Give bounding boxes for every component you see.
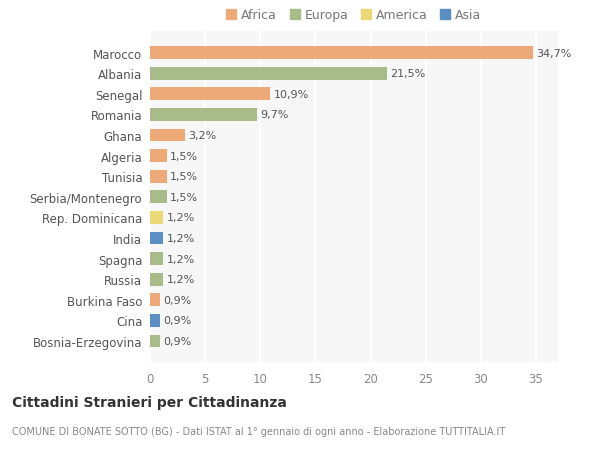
Legend: Africa, Europa, America, Asia: Africa, Europa, America, Asia xyxy=(223,6,485,26)
Bar xyxy=(150,170,167,183)
Text: 1,2%: 1,2% xyxy=(167,213,195,223)
Text: Cittadini Stranieri per Cittadinanza: Cittadini Stranieri per Cittadinanza xyxy=(12,395,287,409)
Text: 9,7%: 9,7% xyxy=(260,110,289,120)
Bar xyxy=(150,150,167,162)
Text: 21,5%: 21,5% xyxy=(391,69,425,79)
Bar xyxy=(150,273,163,286)
Text: 1,2%: 1,2% xyxy=(167,234,195,243)
Text: 34,7%: 34,7% xyxy=(536,49,571,58)
Text: 10,9%: 10,9% xyxy=(274,90,309,100)
Text: 1,5%: 1,5% xyxy=(170,192,198,202)
Bar xyxy=(150,129,185,142)
Bar xyxy=(150,109,257,122)
Bar xyxy=(150,335,160,347)
Bar xyxy=(150,212,163,224)
Text: 1,5%: 1,5% xyxy=(170,172,198,182)
Text: COMUNE DI BONATE SOTTO (BG) - Dati ISTAT al 1° gennaio di ogni anno - Elaborazio: COMUNE DI BONATE SOTTO (BG) - Dati ISTAT… xyxy=(12,426,505,436)
Bar xyxy=(150,191,167,204)
Text: 3,2%: 3,2% xyxy=(188,131,217,141)
Text: 0,9%: 0,9% xyxy=(163,336,191,346)
Text: 0,9%: 0,9% xyxy=(163,295,191,305)
Text: 1,2%: 1,2% xyxy=(167,254,195,264)
Text: 1,5%: 1,5% xyxy=(170,151,198,161)
Bar xyxy=(150,232,163,245)
Bar xyxy=(150,67,387,80)
Text: 0,9%: 0,9% xyxy=(163,316,191,325)
Bar xyxy=(150,314,160,327)
Bar xyxy=(150,88,270,101)
Bar xyxy=(150,294,160,307)
Bar xyxy=(150,47,533,60)
Bar xyxy=(150,252,163,265)
Text: 1,2%: 1,2% xyxy=(167,274,195,285)
